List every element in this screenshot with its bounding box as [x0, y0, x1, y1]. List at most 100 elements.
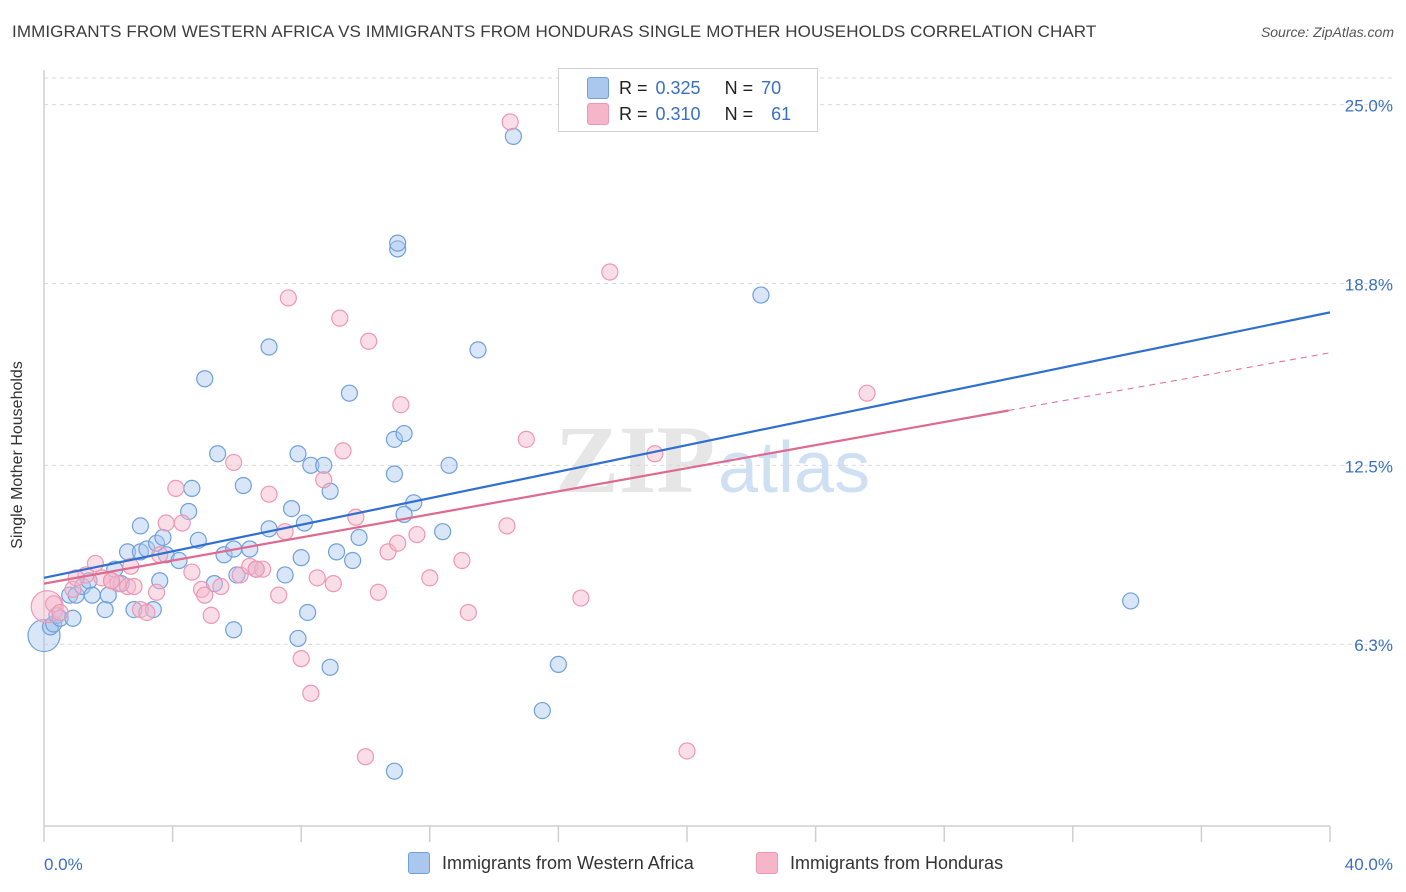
axes: [43, 70, 1331, 842]
honduras-point: [356, 748, 375, 766]
honduras-point: [254, 560, 272, 578]
honduras-point: [421, 569, 439, 587]
western-africa-point: [299, 603, 317, 622]
source-note: Source: ZipAtlas.com: [1260, 24, 1394, 40]
honduras-point: [202, 606, 220, 624]
honduras-point: [324, 575, 342, 593]
western-africa-point: [385, 430, 404, 448]
western-africa-trend-line: [43, 311, 1331, 579]
western-africa-point: [440, 456, 458, 474]
western-africa-point: [504, 127, 522, 145]
western-africa-point: [260, 520, 278, 538]
western-africa-point: [241, 540, 259, 558]
honduras-point: [308, 569, 326, 587]
trend-lines: [43, 311, 1331, 585]
honduras-point: [212, 577, 230, 596]
western-africa-point: [125, 600, 143, 619]
legend-r-value: 0.325: [655, 77, 701, 98]
western-africa-point: [292, 549, 310, 567]
honduras-point: [601, 263, 619, 281]
western-africa-point: [27, 618, 61, 653]
honduras-point: [138, 603, 156, 622]
honduras-point: [51, 603, 69, 622]
western-africa-point: [469, 341, 487, 359]
western-africa-point: [209, 445, 227, 463]
legend-n-value: 70: [761, 77, 782, 98]
legend-r-label: R =: [619, 77, 648, 98]
honduras-point: [173, 514, 191, 532]
western-africa-point: [434, 523, 452, 541]
western-africa-point: [225, 621, 243, 639]
western-africa-point: [389, 234, 407, 252]
honduras-point: [118, 577, 137, 596]
legend-swatch-western-africa: [587, 77, 609, 99]
legend-swatch-honduras: [756, 852, 778, 874]
western-africa-point: [344, 551, 362, 570]
western-africa-point: [327, 543, 346, 561]
honduras-point: [379, 543, 397, 561]
watermark-zip: ZIP: [555, 406, 715, 513]
honduras-trend-line: [43, 409, 1009, 585]
tick-labels: 6.3% 12.5% 18.8% 25.0% 0.0% 40.0%: [44, 97, 1393, 874]
western-africa-point: [99, 586, 117, 604]
y-tick-label: 12.5%: [1345, 457, 1393, 476]
honduras-point: [331, 309, 349, 327]
western-africa-point: [289, 629, 307, 648]
legend-item-honduras[interactable]: Immigrants from Honduras: [756, 852, 1003, 874]
honduras-point: [196, 586, 214, 604]
y-axis-label: Single Mother Households: [9, 361, 26, 549]
honduras-point: [125, 577, 143, 596]
honduras-point: [334, 442, 352, 460]
legend-swatch-western-africa: [408, 852, 430, 874]
western-africa-point: [752, 286, 770, 304]
x-tick-label: 0.0%: [44, 855, 83, 874]
western-africa-point: [321, 658, 339, 676]
western-africa-point: [389, 240, 407, 258]
western-africa-point: [340, 384, 359, 402]
y-tick-label: 6.3%: [1354, 636, 1393, 655]
watermark-atlas: atlas: [718, 428, 870, 508]
legend-n-label: N =: [724, 103, 754, 124]
western-africa-point: [289, 445, 307, 463]
honduras-point: [247, 560, 265, 578]
honduras-point: [183, 563, 201, 581]
western-africa-point: [276, 566, 294, 584]
honduras-point: [260, 485, 278, 503]
honduras-point: [453, 551, 471, 570]
honduras-point: [858, 384, 876, 402]
y-tick-label: 25.0%: [1345, 97, 1393, 116]
chart-title: IMMIGRANTS FROM WESTERN AFRICA VS IMMIGR…: [12, 22, 1097, 41]
honduras-point: [360, 332, 378, 350]
honduras-point: [315, 471, 333, 489]
western-africa-point: [1122, 592, 1140, 610]
legend-r-value: 0.310: [655, 103, 701, 124]
honduras-point: [167, 479, 185, 497]
legend-item-western-africa[interactable]: Immigrants from Western Africa: [408, 852, 694, 874]
western-africa-point: [234, 476, 252, 495]
legend-n-value: 61: [771, 103, 792, 124]
honduras-point: [408, 525, 426, 544]
western-africa-point: [83, 586, 101, 604]
honduras-point: [292, 650, 310, 668]
honduras-point: [302, 684, 320, 702]
honduras-point: [270, 586, 288, 604]
western-africa-point: [350, 528, 368, 547]
honduras-point: [369, 583, 387, 601]
legend-label-western-africa: Immigrants from Western Africa: [442, 852, 694, 873]
honduras-point: [517, 430, 535, 448]
western-africa-point: [183, 479, 201, 497]
western-africa-point: [385, 762, 404, 780]
western-africa-point: [385, 465, 404, 483]
legend-row-honduras: R = 0.310 N = 61: [587, 103, 791, 125]
scatter-points: [27, 113, 1140, 780]
legend-label-honduras: Immigrants from Honduras: [790, 852, 1004, 873]
western-africa-point: [51, 609, 69, 627]
legend-r-label: R =: [619, 103, 648, 124]
honduras-point: [147, 583, 166, 601]
x-tick-label: 40.0%: [1345, 855, 1393, 874]
western-africa-point: [154, 528, 172, 547]
legend-n-label: N =: [724, 77, 754, 98]
western-africa-point: [549, 655, 568, 674]
honduras-point: [572, 589, 590, 607]
